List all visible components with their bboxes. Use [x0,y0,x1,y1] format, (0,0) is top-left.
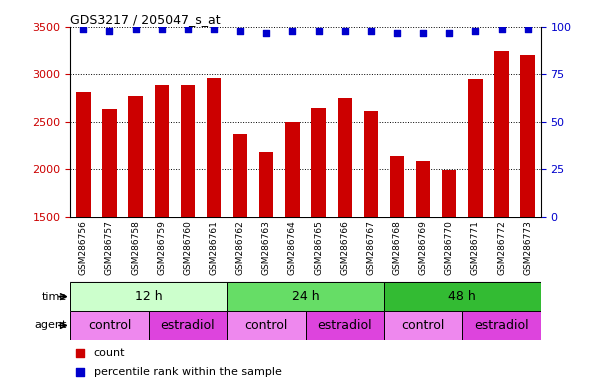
Text: 48 h: 48 h [448,290,476,303]
Text: GSM286759: GSM286759 [157,220,166,275]
Text: GSM286762: GSM286762 [236,220,244,275]
Text: GSM286757: GSM286757 [105,220,114,275]
Bar [233,134,247,217]
Point [523,26,533,32]
Point [366,28,376,34]
Text: GSM286756: GSM286756 [79,220,88,275]
Point [157,26,167,32]
Bar [70,311,148,340]
Bar [468,79,483,217]
Point [444,30,454,36]
Bar [285,122,299,217]
Text: GSM286773: GSM286773 [523,220,532,275]
Point [419,30,428,36]
Point [470,28,480,34]
Text: 12 h: 12 h [135,290,163,303]
Bar [312,108,326,217]
Bar [384,282,541,311]
Bar [76,91,90,217]
Text: GSM286758: GSM286758 [131,220,140,275]
Bar [442,170,456,217]
Text: GSM286769: GSM286769 [419,220,428,275]
Bar [416,161,430,217]
Point [131,26,141,32]
Point [386,281,396,287]
Bar [521,55,535,217]
Text: control: control [244,319,288,332]
Text: count: count [94,348,125,358]
Text: GSM286771: GSM286771 [471,220,480,275]
Text: 24 h: 24 h [291,290,320,303]
Bar [70,282,227,311]
Bar [148,311,227,340]
Text: control: control [88,319,131,332]
Text: GSM286761: GSM286761 [210,220,219,275]
Text: GSM286772: GSM286772 [497,220,506,275]
Point [497,26,507,32]
Text: GSM286770: GSM286770 [445,220,454,275]
Point [392,30,402,36]
Point [313,28,323,34]
Bar [227,311,306,340]
Point [262,30,271,36]
Text: percentile rank within the sample: percentile rank within the sample [94,367,282,377]
Text: agent: agent [35,320,67,331]
Bar [155,85,169,217]
Bar [494,51,509,217]
Bar [128,96,143,217]
Text: GSM286766: GSM286766 [340,220,349,275]
Text: GSM286768: GSM286768 [392,220,401,275]
Bar [364,111,378,217]
Text: GSM286760: GSM286760 [183,220,192,275]
Text: estradiol: estradiol [317,319,372,332]
Bar [102,109,117,217]
Point [235,28,245,34]
Point [288,28,298,34]
Point [183,26,193,32]
Bar [390,156,404,217]
Point [78,26,88,32]
Bar [207,78,221,217]
Point [386,106,396,113]
Text: control: control [401,319,445,332]
Text: GSM286764: GSM286764 [288,220,297,275]
Text: estradiol: estradiol [474,319,529,332]
Bar [227,282,384,311]
Text: GSM286767: GSM286767 [367,220,375,275]
Bar [337,98,352,217]
Point [104,28,114,34]
Point [340,28,349,34]
Bar [306,311,384,340]
Point [209,26,219,32]
Text: time: time [42,291,67,302]
Text: GSM286765: GSM286765 [314,220,323,275]
Text: GSM286763: GSM286763 [262,220,271,275]
Bar [181,85,195,217]
Bar [259,152,274,217]
Bar [384,311,463,340]
Text: GDS3217 / 205047_s_at: GDS3217 / 205047_s_at [70,13,221,26]
Bar [463,311,541,340]
Text: estradiol: estradiol [161,319,215,332]
